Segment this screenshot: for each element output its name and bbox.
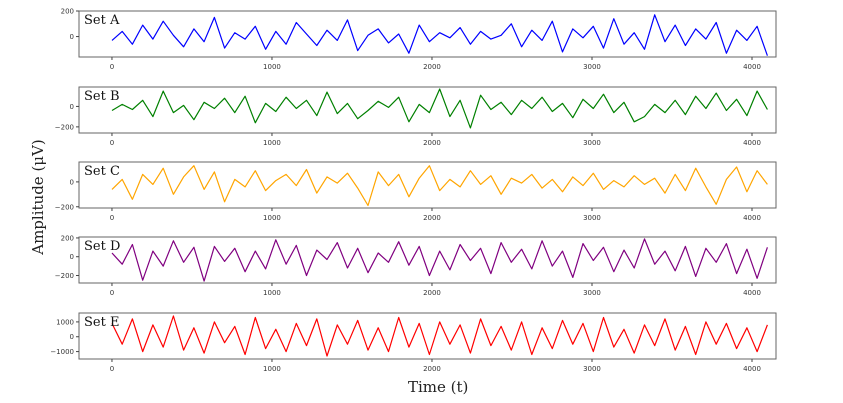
x-tick-label: 1000 [263,139,281,147]
x-tick-label: 3000 [583,214,601,222]
x-tick-label: 3000 [583,63,601,71]
x-tick-label: 1000 [263,365,281,373]
y-tick-label: 200 [61,8,74,16]
y-tick-label: 200 [61,234,74,242]
axes-frame [78,236,777,284]
x-tick-label: 0 [110,289,114,297]
series-line [111,88,768,129]
x-tick-label: 3000 [583,289,601,297]
y-tick-label: −200 [55,123,74,131]
x-tick-label: 4000 [743,63,761,71]
panel-title: Set A [84,13,120,28]
x-tick-label: 2000 [423,63,441,71]
axes-frame [78,161,777,209]
x-tick-label: 4000 [743,214,761,222]
y-tick-label: 0 [70,253,74,261]
panel-set-c: 0 1000 2000 3000 4000 −200 0 Set C [55,161,777,222]
y-axis-label: Amplitude (μV) [29,139,47,255]
panel-title: Set B [84,89,120,104]
x-tick-label: 3000 [583,365,601,373]
panel-title: Set C [84,164,120,179]
y-tick-label: −1000 [50,348,74,356]
x-tick-label: 0 [110,365,114,373]
x-tick-label: 3000 [583,139,601,147]
panel-set-e: 0 1000 2000 3000 4000 −1000 0 1000 Set E [50,312,777,373]
x-tick-label: 2000 [423,214,441,222]
x-tick-label: 2000 [423,365,441,373]
panel-title: Set E [84,315,119,330]
axes-frame [78,312,777,360]
x-tick-label: 4000 [743,139,761,147]
y-tick-label: 0 [70,33,74,41]
x-tick-label: 0 [110,63,114,71]
series-line [111,315,768,357]
y-tick-label: −200 [55,203,74,211]
y-tick-label: 0 [70,103,74,111]
x-axis-label: Time (t) [408,378,469,396]
series-line [111,165,768,207]
x-tick-label: 0 [110,214,114,222]
series-line [111,238,768,282]
panel-title: Set D [84,239,120,254]
x-tick-label: 0 [110,139,114,147]
x-tick-label: 2000 [423,139,441,147]
x-tick-label: 1000 [263,289,281,297]
x-tick-label: 1000 [263,214,281,222]
y-tick-label: −200 [55,272,74,280]
x-tick-label: 4000 [743,289,761,297]
x-tick-label: 4000 [743,365,761,373]
panel-set-a: 0 1000 2000 3000 4000 0 200 Set A [61,8,777,71]
panel-set-d: 0 1000 2000 3000 4000 −200 0 200 Set D [55,234,777,297]
axes-frame [78,86,777,134]
axes-frame [78,10,777,58]
y-tick-label: 0 [70,178,74,186]
y-tick-label: 0 [70,333,74,341]
series-line [111,14,768,56]
x-tick-label: 1000 [263,63,281,71]
y-tick-label: 1000 [56,318,74,326]
x-tick-label: 2000 [423,289,441,297]
panel-set-b: 0 1000 2000 3000 4000 −200 0 Set B [55,86,777,147]
